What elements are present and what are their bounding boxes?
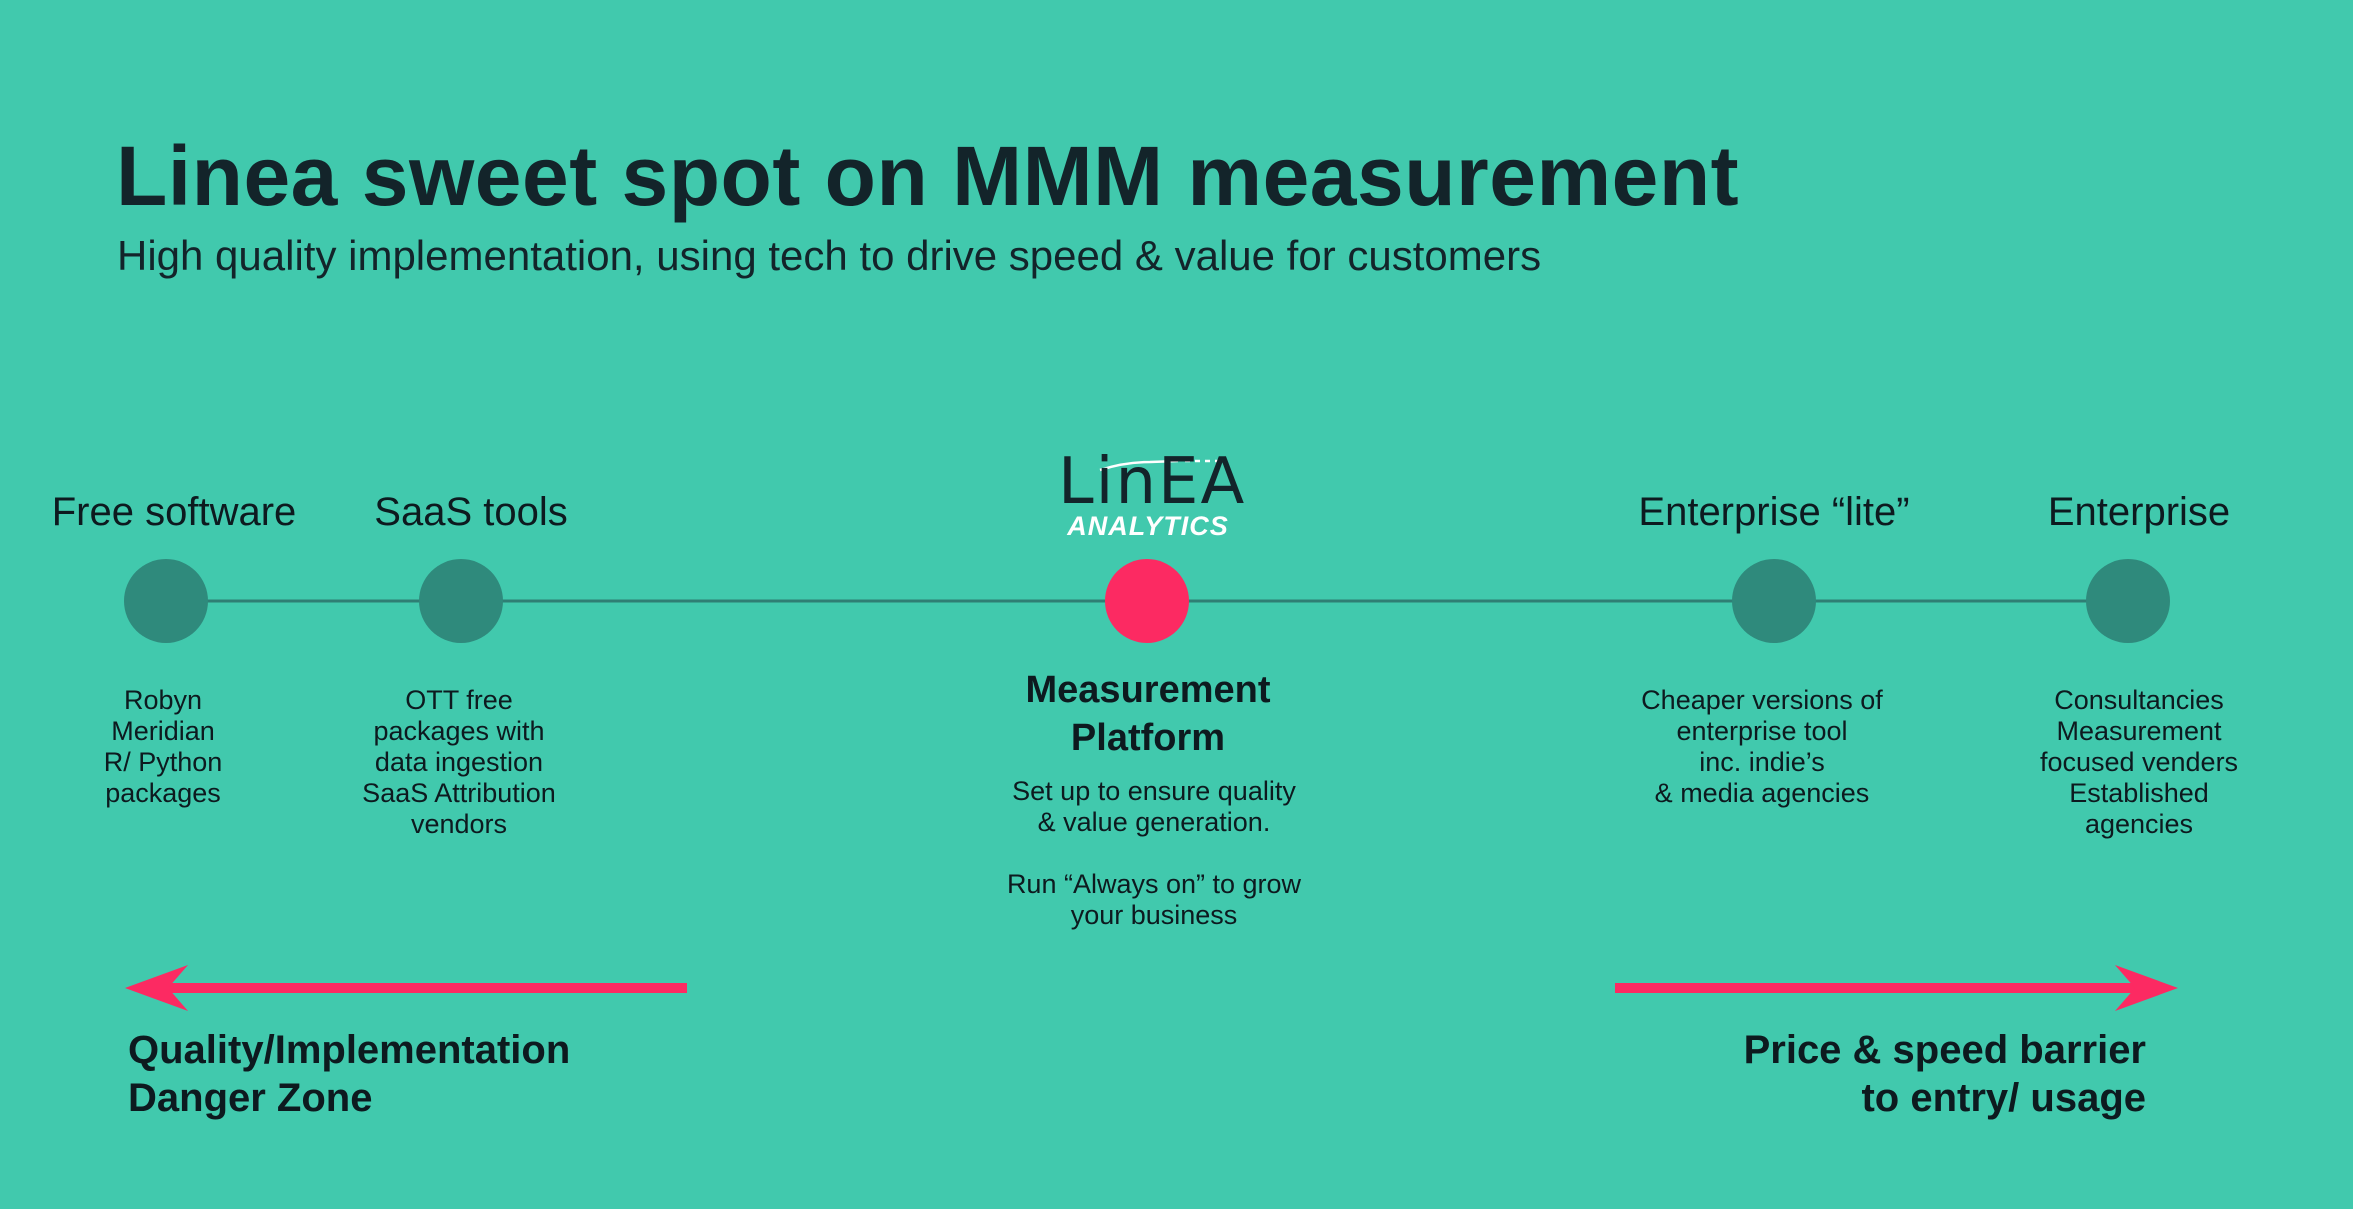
desc-enterprise-lite: Cheaper versions of enterprise tool inc.… <box>1641 685 1883 808</box>
desc-saas-tools: OTT free packages with data ingestion Sa… <box>362 685 556 839</box>
zone-right-barrier: Price & speed barrier to entry/ usage <box>1743 1028 2146 1120</box>
zone-left-danger: Quality/Implementation Danger Zone <box>128 1028 571 1120</box>
left-arrow <box>125 965 687 1011</box>
desc-enterprise: Consultancies Measurement focused vender… <box>2039 685 2239 839</box>
logo-swoosh <box>1099 459 1222 472</box>
desc-free-software: Robyn Meridian R/ Python packages <box>103 685 223 808</box>
node-free-software <box>124 559 208 643</box>
node-enterprise-lite <box>1732 559 1816 643</box>
label-enterprise: Enterprise <box>2047 490 2231 534</box>
label-measurement-platform: Measurement Platform <box>1025 669 1271 759</box>
desc-measurement-platform: Set up to ensure quality & value generat… <box>1006 776 1302 930</box>
page-subtitle: High quality implementation, using tech … <box>117 232 1542 279</box>
node-measurement-platform <box>1105 559 1189 643</box>
logo-wordmark: LinEA <box>1058 445 1247 519</box>
right-arrow <box>1615 965 2178 1011</box>
linea-analytics-logo: LinEA ANALYTICS <box>1058 445 1247 541</box>
page-title: Linea sweet spot on MMM measurement <box>116 129 1740 223</box>
logo-tagline: ANALYTICS <box>1067 511 1229 541</box>
label-enterprise-lite: Enterprise “lite” <box>1638 490 1910 534</box>
label-free-software: Free software <box>51 490 297 534</box>
node-enterprise <box>2086 559 2170 643</box>
node-saas-tools <box>419 559 503 643</box>
label-saas-tools: SaaS tools <box>374 490 568 534</box>
